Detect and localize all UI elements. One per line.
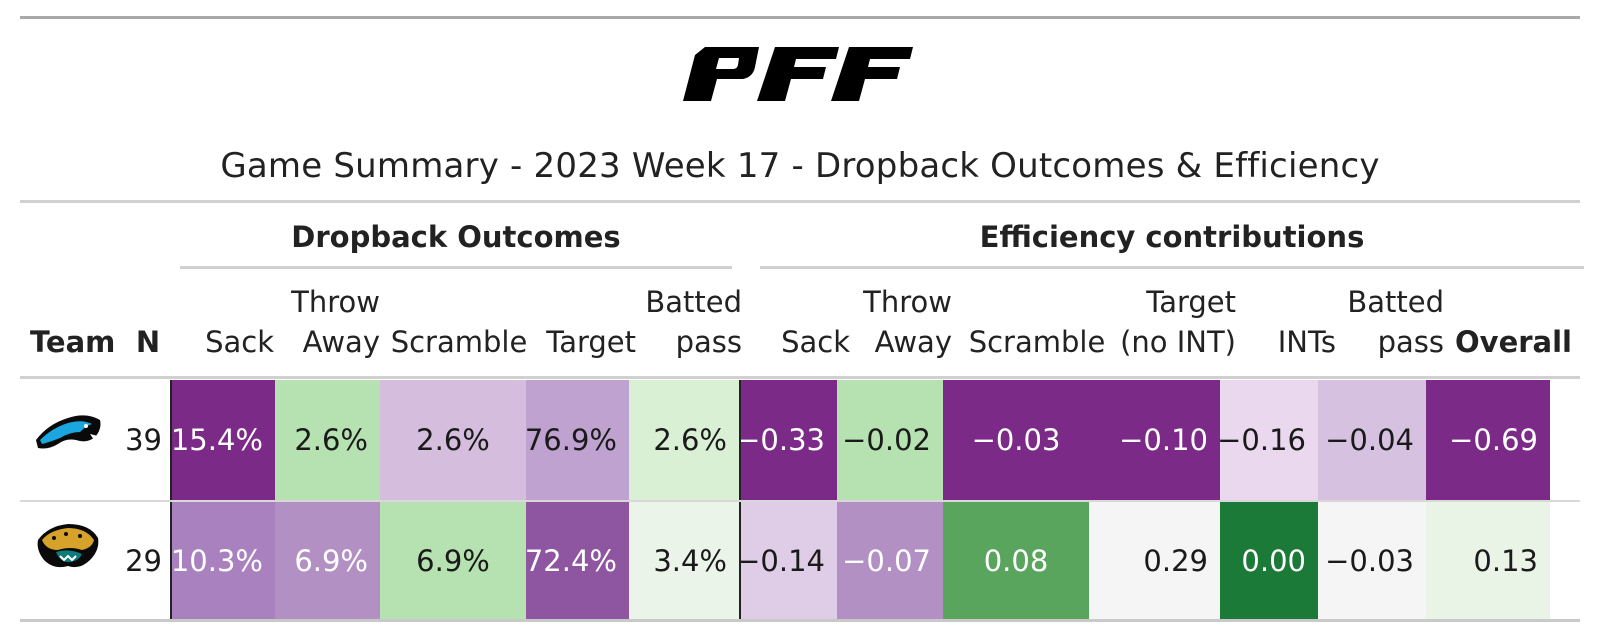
- col-label-line2: Target: [546, 325, 636, 359]
- row-1-eff-overall: −0.69: [1426, 380, 1550, 500]
- col-team-label: Team: [30, 325, 116, 359]
- col-label-line2: Scramble: [968, 325, 1106, 359]
- col-eff-batted-pass: Batted pass: [1340, 282, 1444, 362]
- col-label-line2: (no INT): [1120, 325, 1236, 359]
- row-separator: [20, 500, 1580, 502]
- col-eff-sack: Sack: [750, 282, 850, 362]
- title-rule: [20, 200, 1580, 203]
- col-label-line2: Sack: [205, 325, 274, 359]
- row-2-eff-sack: −0.14: [736, 502, 837, 619]
- col-outcome-sack: Sack: [174, 282, 274, 362]
- col-outcome-scramble: Scramble: [386, 282, 532, 362]
- col-label-line2: Scramble: [390, 325, 528, 359]
- row-2-outcome-scramble: 6.9%: [380, 502, 526, 619]
- spanner-efficiency: Efficiency contributions: [979, 220, 1365, 254]
- row-1-outcome-target: 76.9%: [525, 380, 629, 500]
- bottom-rule: [20, 619, 1580, 622]
- row-1-eff-throw-away: −0.02: [837, 380, 943, 500]
- col-label-line1: Batted: [1347, 285, 1444, 319]
- col-n: N: [128, 282, 168, 362]
- row-1-eff-ints: −0.16: [1217, 380, 1318, 500]
- row-1-outcome-sack: 15.4%: [171, 380, 275, 500]
- pff-logo: [683, 47, 913, 101]
- row-2-outcome-throw-away: 6.9%: [275, 502, 380, 619]
- row-1-eff-sack: −0.33: [736, 380, 837, 500]
- col-team: Team: [30, 282, 140, 362]
- row-1-eff-batted-pass: −0.04: [1318, 380, 1426, 500]
- col-label-line2: INTs: [1277, 325, 1336, 359]
- row-1-n: 39: [125, 423, 162, 457]
- col-label-line1: Throw: [863, 285, 952, 319]
- header-rule: [20, 376, 1580, 379]
- col-label-line1: Batted: [645, 285, 742, 319]
- col-label-line1: Throw: [291, 285, 380, 319]
- col-label-line2: Away: [874, 325, 952, 359]
- row-2-eff-overall: 0.13: [1426, 502, 1550, 619]
- table-title: Game Summary - 2023 Week 17 - Dropback O…: [220, 146, 1380, 186]
- col-outcome-throw-away: Throw Away: [280, 282, 380, 362]
- col-label-line2: pass: [675, 325, 742, 359]
- col-outcome-batted-pass: Batted pass: [642, 282, 742, 362]
- col-n-label: N: [135, 325, 161, 359]
- row-2-outcome-sack: 10.3%: [171, 502, 275, 619]
- row-1-outcome-batted-pass: 2.6%: [629, 380, 739, 500]
- col-eff-ints: INTs: [1240, 282, 1336, 362]
- col-eff-scramble: Scramble: [964, 282, 1110, 362]
- spanner-rule-outcomes: [180, 266, 732, 269]
- col-label-line2: Overall: [1455, 325, 1572, 359]
- row-1-eff-target-no-int: −0.10: [1089, 380, 1220, 500]
- panthers-logo-icon: [36, 415, 101, 449]
- col-label-line1: Target: [1146, 285, 1236, 319]
- row-2-eff-ints: 0.00: [1220, 502, 1318, 619]
- col-label-line2: pass: [1377, 325, 1444, 359]
- row-2-eff-throw-away: −0.07: [837, 502, 943, 619]
- row-2-eff-batted-pass: −0.03: [1318, 502, 1426, 619]
- jaguars-logo-icon: [37, 524, 99, 568]
- col-label-line2: Sack: [781, 325, 850, 359]
- spanner-dropback-outcomes: Dropback Outcomes: [291, 220, 621, 254]
- row-2-outcome-batted-pass: 3.4%: [629, 502, 739, 619]
- col-eff-target-no-int: Target (no INT): [1100, 282, 1236, 362]
- col-label-line2: Away: [302, 325, 380, 359]
- row-2-eff-scramble: 0.08: [943, 502, 1089, 619]
- row-1-outcome-scramble: 2.6%: [380, 380, 526, 500]
- col-eff-overall: Overall: [1452, 282, 1572, 362]
- spanner-rule-efficiency: [760, 266, 1584, 269]
- col-outcome-target: Target: [536, 282, 636, 362]
- top-rule: [20, 16, 1580, 19]
- row-2-outcome-target: 72.4%: [525, 502, 629, 619]
- row-2-eff-target-no-int: 0.29: [1089, 502, 1220, 619]
- row-1-outcome-throw-away: 2.6%: [275, 380, 380, 500]
- col-eff-throw-away: Throw Away: [852, 282, 952, 362]
- row-1-eff-scramble: −0.03: [943, 380, 1089, 500]
- row-2-n: 29: [125, 543, 162, 578]
